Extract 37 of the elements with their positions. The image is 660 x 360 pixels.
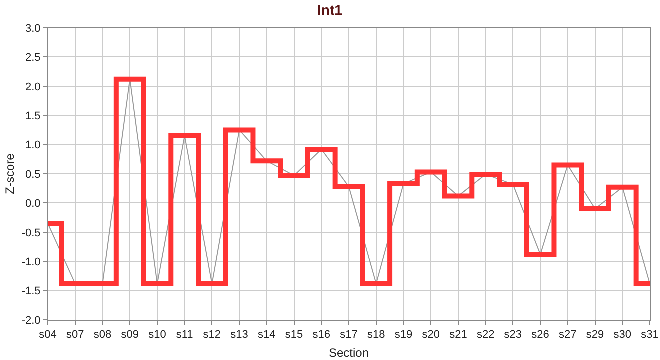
y-tick-label: -1.5 [22,286,41,298]
y-axis-title: Z-score [3,153,17,194]
x-tick-label: s27 [559,329,577,342]
y-tick-label: 1.5 [26,110,41,122]
x-tick-label: s15 [285,329,304,342]
y-tick-label: 0.5 [26,168,41,181]
x-tick-label: s30 [614,329,632,342]
x-tick-label: s10 [148,329,166,342]
x-tick-label: s19 [394,329,413,342]
x-tick-label: s22 [476,329,495,342]
y-tick-label: -2.0 [22,314,41,327]
x-tick-label: s21 [450,329,468,342]
y-tick-label: 0.0 [26,198,41,210]
x-tick-label: s16 [312,329,331,342]
x-tick-label: s18 [367,329,386,342]
y-tick-label: 2.5 [26,52,41,64]
x-tick-label: s07 [66,329,84,342]
x-axis-title: Section [328,346,370,360]
x-tick-label: s23 [504,329,522,342]
y-tick-label: 1.0 [26,140,41,152]
y-tick-label: -1.0 [22,256,41,268]
x-tick-label: s04 [39,329,57,342]
x-tick-label: s20 [422,329,440,342]
x-tick-label: s09 [121,329,139,342]
x-tick-label: s12 [203,329,222,342]
x-tick-label: s29 [586,329,604,342]
x-tick-label: s13 [230,329,248,342]
y-tick-label: 2.0 [26,81,41,94]
x-tick-label: s26 [532,329,550,342]
y-tick-label: -0.5 [22,227,41,240]
x-tick-label: s31 [641,329,659,342]
x-tick-label: s08 [94,329,112,342]
x-tick-label: s17 [340,329,358,342]
x-tick-label: s11 [176,329,194,342]
x-tick-label: s14 [258,329,276,342]
chart-title: Int1 [318,2,343,18]
y-tick-label: 3.0 [26,22,41,35]
